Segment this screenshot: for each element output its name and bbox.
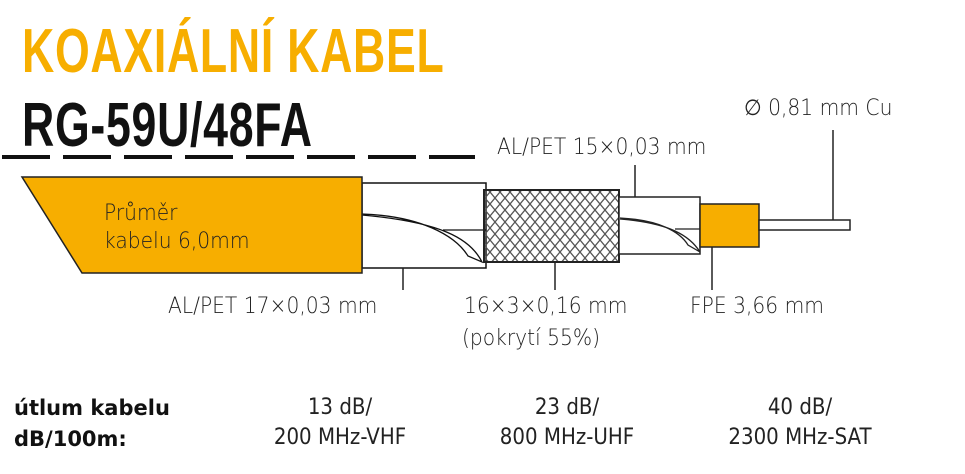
braid-coverage-label: (pokrytí 55%) [462, 326, 601, 351]
attenuation-frequency: 200 MHz-VHF [273, 425, 407, 450]
inner-foil-label: AL/PET 15×0,03 mm [497, 135, 707, 160]
attenuation-value: 40 dB/ [767, 395, 833, 420]
attenuation-frequency: 800 MHz-UHF [499, 425, 635, 450]
inner-foil-layer [618, 196, 701, 255]
dielectric-fpe [699, 203, 760, 248]
conductor-label: ∅ 0,81 mm Cu [744, 96, 893, 121]
attenuation-value: 23 dB/ [534, 395, 600, 420]
cable-model: RG-59U/48FA [22, 91, 313, 160]
leader-lines [402, 130, 834, 290]
attenuation-vhf: 13 dB/ 200 MHz-VHF [250, 393, 430, 453]
jacket-shape [20, 176, 363, 274]
attenuation-sat: 40 dB/ 2300 MHz-SAT [706, 393, 895, 453]
dielectric-label: FPE 3,66 mm [690, 294, 825, 319]
attenuation-frequency: 2300 MHz-SAT [728, 425, 872, 450]
attenuation-heading-line1: útlum kabelu [14, 396, 170, 420]
jacket-label-line1: Průměr [104, 201, 178, 226]
jacket-label-line2: kabelu 6,0mm [104, 229, 250, 254]
attenuation-heading-line2: dB/100m: [14, 427, 127, 451]
outer-foil-label: AL/PET 17×0,03 mm [168, 294, 378, 319]
attenuation-value: 13 dB/ [307, 395, 373, 420]
braid-label: 16×3×0,16 mm [464, 294, 628, 319]
braid-shield [483, 189, 620, 263]
outer-foil-layer [361, 182, 487, 269]
center-conductor [758, 219, 851, 231]
attenuation-uhf: 23 dB/ 800 MHz-UHF [477, 393, 657, 453]
page-title: KOAXIÁLNÍ KABEL [22, 17, 445, 86]
